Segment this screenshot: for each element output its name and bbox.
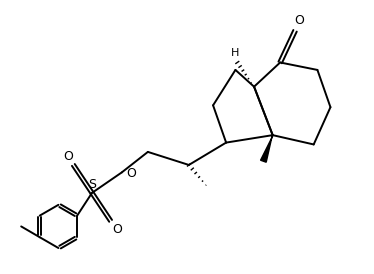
Text: O: O — [112, 223, 122, 236]
Text: O: O — [294, 14, 304, 27]
Text: H: H — [231, 48, 240, 58]
Text: S: S — [88, 178, 96, 191]
Text: O: O — [126, 167, 136, 180]
Polygon shape — [261, 135, 273, 162]
Text: O: O — [63, 150, 73, 163]
